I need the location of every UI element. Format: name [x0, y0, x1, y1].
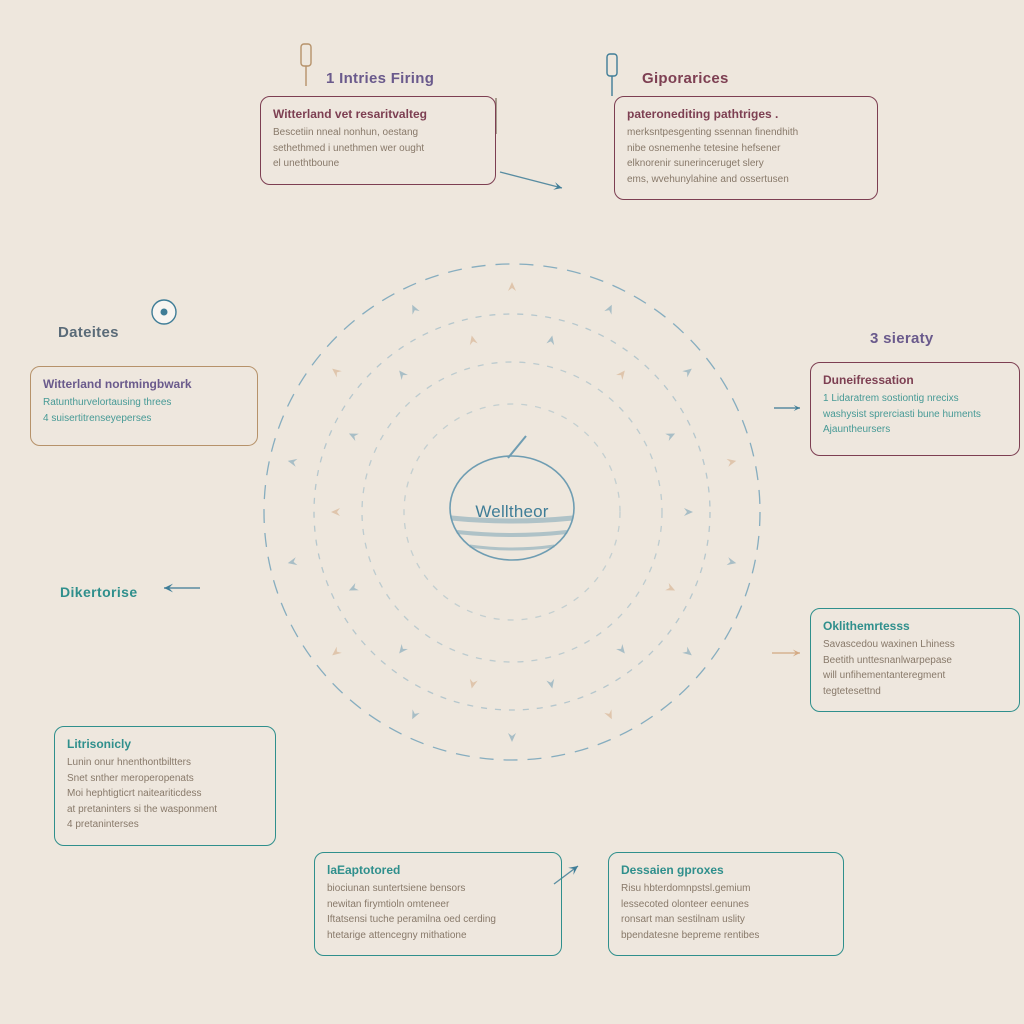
- arrow: [500, 172, 562, 190]
- info-box-strategy: Duneifressation 1 Lidaratrem sostiontig n…: [810, 362, 1020, 456]
- info-box-line: washysist sprerciasti bune huments: [823, 407, 1007, 423]
- ring-tick: [396, 644, 408, 656]
- info-box-line: tegtetesettnd: [823, 684, 1007, 700]
- info-box-line: el unethtboune: [273, 156, 483, 172]
- info-box-heading-themes: Oklithemrtesss: [823, 619, 1007, 633]
- info-box-line: Ratunthurvelortausing threes: [43, 395, 245, 411]
- info-box-heading-timing: Witterland vet resaritvalteg: [273, 107, 483, 121]
- info-box-line: Bescetiin nneal nonhun, oestang: [273, 125, 483, 141]
- info-box-line: Savascedou waxinen Lhiness: [823, 637, 1007, 653]
- ring-tick: [508, 733, 516, 742]
- info-box-line: Moi hephtigticrt naiteariticdess: [67, 786, 263, 802]
- info-box-heading-history: Litrisonicly: [67, 737, 263, 751]
- info-box-line: elknorenir sunerinceruget slery: [627, 156, 865, 172]
- center-label: Welltheor: [475, 502, 548, 522]
- ring-tick: [330, 365, 342, 377]
- info-box-heading-datasets: Witterland nortmingbwark: [43, 377, 245, 391]
- section-title-strategy: 3 sieraty: [870, 330, 934, 347]
- info-box-line: ems, wvehunylahine and ossertusen: [627, 172, 865, 188]
- ring-tick: [682, 647, 694, 659]
- ring-tick: [508, 282, 516, 291]
- ring-tick: [468, 335, 478, 346]
- info-box-line: 4 pretaninterses: [67, 817, 263, 833]
- info-box-line: htetarige attencegny mithatione: [327, 928, 549, 944]
- info-box-design: Dessaien gproxes Risu hbterdomnpstsl.gemi…: [608, 852, 844, 956]
- section-title-timing: 1 Intries Firing: [326, 70, 434, 87]
- ring-tick: [604, 709, 615, 721]
- info-box-line: ronsart man sestilnam uslity: [621, 912, 831, 928]
- diagram-canvas: Welltheor 1 Intries Firing Witterland vet …: [0, 0, 1024, 1024]
- info-box-line: lessecoted olonteer eenunes: [621, 897, 831, 913]
- info-box-governance: pateronediting pathtriges . merksntpesgen…: [614, 96, 878, 200]
- core-glyph: [450, 436, 574, 560]
- info-box-heading-strategy: Duneifressation: [823, 373, 1007, 387]
- info-box-line: at pretaninters si the wasponment: [67, 802, 263, 818]
- section-title-governance: Giporarices: [642, 70, 729, 87]
- info-box-line: Snet snther meroperopenats: [67, 771, 263, 787]
- ring-tick: [727, 557, 738, 567]
- info-box-themes: Oklithemrtesss Savascedou waxinen Lhiness…: [810, 608, 1020, 712]
- section-title-datasets: Dateites: [58, 324, 119, 341]
- ring-tick: [287, 557, 298, 567]
- floating-label-0: Dikertorise: [60, 584, 138, 600]
- info-box-line: merksntpesgenting ssennan finendhith: [627, 125, 865, 141]
- ring-tick: [409, 709, 420, 721]
- arrow: [772, 650, 800, 657]
- info-box-line: nibe osnemenhe tetesine hefsener: [627, 141, 865, 157]
- ring-tick: [684, 508, 693, 516]
- info-box-line: bpendatesne bepreme rentibes: [621, 928, 831, 944]
- timing-pin-icon: [301, 44, 311, 86]
- ring-tick: [616, 368, 628, 380]
- info-box-line: Beetith unttesnanlwarpepase: [823, 653, 1007, 669]
- ring-tick: [604, 303, 615, 315]
- info-box-heading-design: Dessaien gproxes: [621, 863, 831, 877]
- ring-tick: [616, 644, 628, 656]
- arrow: [774, 405, 800, 411]
- ring-tick: [546, 679, 556, 690]
- ring-tick: [396, 368, 408, 380]
- info-box-line: Ajauntheursers: [823, 422, 1007, 438]
- info-box-line: Risu hbterdomnpstsl.gemium: [621, 881, 831, 897]
- info-box-line: will unfihementanteregment: [823, 668, 1007, 684]
- info-box-line: sethethmed i unethmen wer ought: [273, 141, 483, 157]
- ring-tick: [727, 457, 738, 467]
- info-box-heading-adopted: laEaptotored: [327, 863, 549, 877]
- arrow: [164, 584, 200, 593]
- info-box-adopted: laEaptotored biociunan suntertsiene benso…: [314, 852, 562, 956]
- ring-tick: [330, 647, 342, 659]
- info-box-line: biociunan suntertsiene bensors: [327, 881, 549, 897]
- ring-tick: [682, 365, 694, 377]
- info-box-history: Litrisonicly Lunin onur hnenthontbiltters…: [54, 726, 276, 846]
- ring-tick: [347, 430, 359, 441]
- info-box-line: 4 suisertitrenseyeperses: [43, 411, 245, 427]
- ring-tick: [347, 583, 359, 594]
- ring-tick: [665, 430, 677, 441]
- info-box-line: 1 Lidaratrem sostiontig nrecixs: [823, 391, 1007, 407]
- ring-tick: [546, 335, 556, 346]
- info-box-heading-governance: pateronediting pathtriges .: [627, 107, 865, 121]
- governance-pin-icon: [607, 54, 617, 96]
- ring-tick: [468, 679, 478, 690]
- ring-tick: [331, 508, 340, 516]
- info-box-line: Lunin onur hnenthontbiltters: [67, 755, 263, 771]
- info-box-timing: Witterland vet resaritvalteg Bescetiin nn…: [260, 96, 496, 185]
- info-box-datasets: Witterland nortmingbwark Ratunthurvelorta…: [30, 366, 258, 446]
- info-box-line: newitan firymtioln omteneer: [327, 897, 549, 913]
- ring-tick: [287, 457, 298, 467]
- ring-tick: [409, 303, 420, 315]
- info-box-line: Iftatsensi tuche peramilna oed cerding: [327, 912, 549, 928]
- datasets-badge-icon: [152, 300, 176, 324]
- ring-tick: [665, 583, 677, 594]
